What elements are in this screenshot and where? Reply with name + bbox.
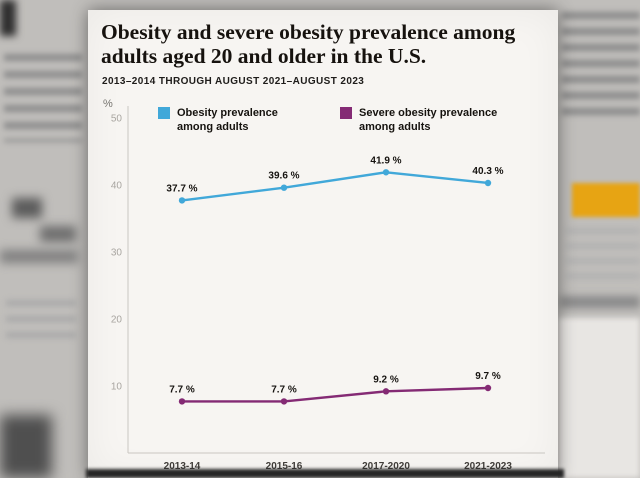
data-point-label: 9.7 % xyxy=(475,371,501,382)
y-tick-label: 40 xyxy=(111,181,123,192)
background-blur xyxy=(0,250,78,263)
data-point-label: 9.2 % xyxy=(373,374,399,385)
legend-label-obesity: Obesity prevalence among adults xyxy=(177,107,278,134)
background-blur xyxy=(566,228,640,286)
data-line-series-0 xyxy=(180,171,490,202)
chart-title-line-1: Obesity and severe obesity prevalence am… xyxy=(101,20,516,44)
legend-label-severe-obesity: Severe obesity prevalence among adults xyxy=(359,107,498,134)
background-blur xyxy=(0,415,52,478)
data-point-label: 37.7 % xyxy=(166,183,197,194)
data-point xyxy=(484,384,492,392)
background-bottom-bar xyxy=(86,469,564,478)
data-point xyxy=(178,197,186,204)
data-point xyxy=(280,184,288,191)
data-point-label: 40.3 % xyxy=(472,166,503,177)
background-blur xyxy=(4,54,82,142)
chart-title: Obesity and severe obesity prevalence am… xyxy=(101,20,547,68)
data-point-label: 7.7 % xyxy=(271,384,297,395)
x-tick-label: 2015-16 xyxy=(266,461,303,472)
line-chart: 10 20 30 40 50 2013-14 2015-16 2017-2020 2021-20… xyxy=(111,106,545,472)
legend-item-obesity: Obesity prevalence among adults xyxy=(158,106,286,135)
background-blur xyxy=(12,198,42,218)
chart-title-line-2: adults aged 20 and older in the U.S. xyxy=(101,44,427,69)
data-point xyxy=(382,169,390,176)
chart-card: Obesity and severe obesity prevalence am… xyxy=(88,10,558,478)
x-tick-label: 2017-2020 xyxy=(362,461,410,472)
background-blur xyxy=(558,318,640,478)
data-line-series-1 xyxy=(180,386,490,403)
background-blur xyxy=(562,12,640,124)
legend-item-severe-obesity: Severe obesity prevalence among adults xyxy=(340,106,510,135)
data-point-label: 41.9 % xyxy=(370,155,401,166)
y-tick-label: 20 xyxy=(111,315,123,326)
legend-swatch-severe-obesity xyxy=(340,107,352,119)
data-point xyxy=(178,398,186,405)
x-tick-label: 2013-14 xyxy=(164,461,201,472)
background-blur xyxy=(6,300,76,348)
y-tick-label: 30 xyxy=(111,248,123,259)
y-tick-label: 50 xyxy=(111,114,123,125)
data-point-label: 39.6 % xyxy=(268,171,299,182)
data-point xyxy=(382,388,390,395)
background-highlight-bar xyxy=(572,183,640,217)
data-point xyxy=(280,398,288,405)
y-tick-label: 10 xyxy=(111,382,123,393)
background-blur xyxy=(40,226,76,242)
data-point xyxy=(484,179,492,187)
data-point-label: 7.7 % xyxy=(169,384,195,395)
x-tick-label: 2021-2023 xyxy=(464,461,512,472)
chart-subtitle: 2013–2014 THROUGH AUGUST 2021–AUGUST 202… xyxy=(102,76,365,87)
y-axis-unit-label: % xyxy=(103,98,113,110)
background-blur xyxy=(0,0,16,36)
background-blur xyxy=(560,296,640,308)
legend-swatch-obesity xyxy=(158,107,170,119)
